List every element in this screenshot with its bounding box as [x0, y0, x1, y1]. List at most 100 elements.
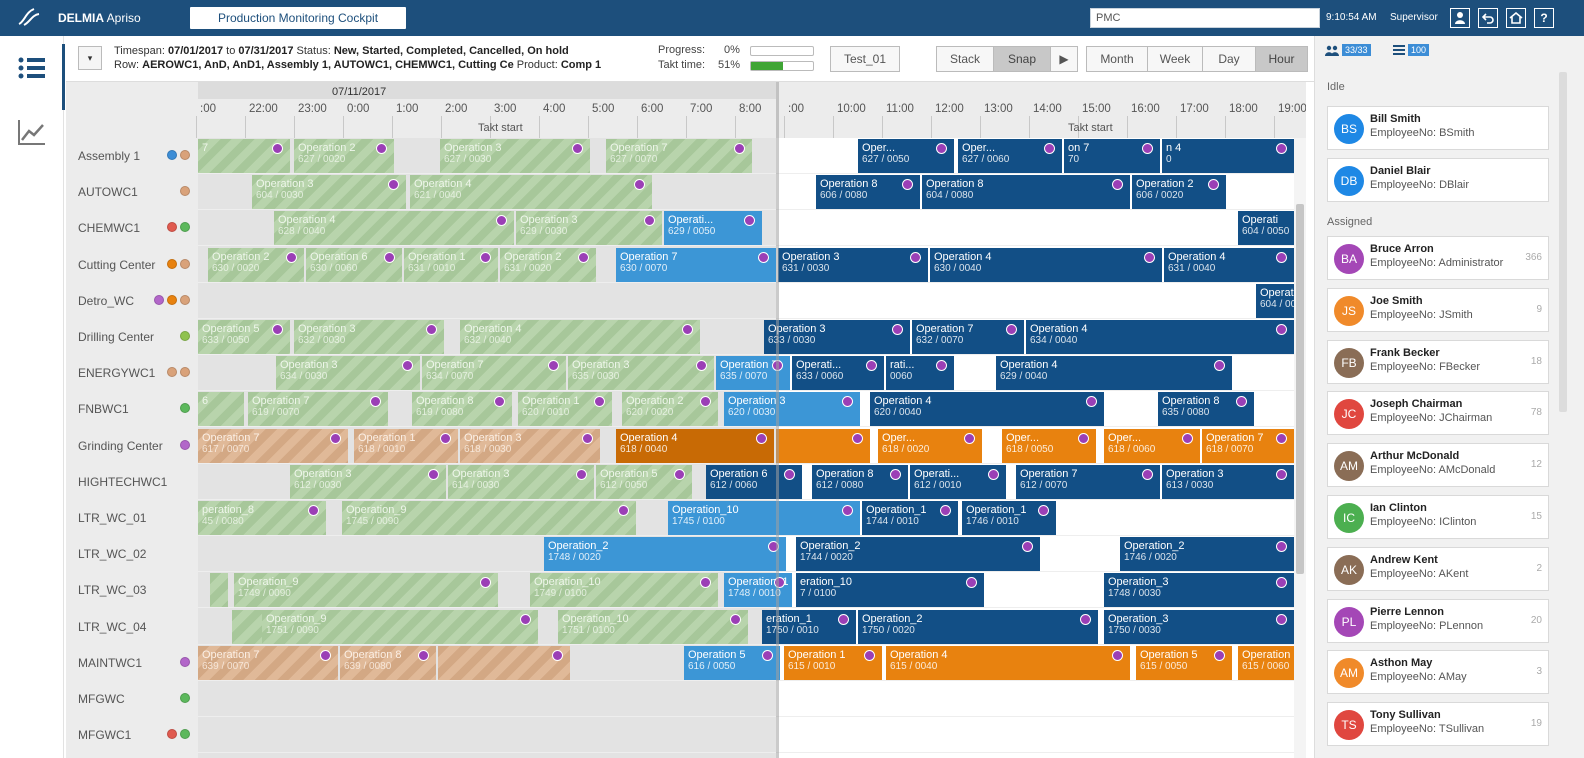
- operation-bar[interactable]: Operation 4 630 / 0040: [930, 247, 1162, 282]
- operation-bar[interactable]: [438, 645, 570, 680]
- resource-badge-icon[interactable]: [734, 143, 745, 154]
- operation-bar[interactable]: Operation 4 632 / 0040: [460, 320, 700, 354]
- resource-badge-icon[interactable]: [1276, 143, 1287, 154]
- operation-bar[interactable]: Operati... 633 / 0060: [792, 356, 884, 391]
- resource-badge-icon[interactable]: [1276, 468, 1287, 480]
- resource-badge-icon[interactable]: [1214, 360, 1225, 372]
- month-button[interactable]: Month: [1086, 46, 1148, 72]
- operation-bar[interactable]: Operation 1 620 / 0010: [518, 392, 612, 427]
- tab-people[interactable]: 33/33: [1325, 44, 1371, 56]
- operation-bar[interactable]: Operation_10 1745 / 0100: [668, 501, 860, 535]
- resource-badge-icon[interactable]: [418, 649, 429, 661]
- operation-bar[interactable]: Oper... 618 / 0050: [1002, 428, 1096, 463]
- operation-bar[interactable]: Operation 2 627 / 0020: [294, 139, 394, 173]
- resource-badge-icon[interactable]: [910, 251, 921, 263]
- resource-badge-icon[interactable]: [388, 179, 399, 191]
- resource-badge-icon[interactable]: [1142, 143, 1153, 154]
- employee-card[interactable]: IC Ian Clinton EmployeeNo: IClinton 15: [1327, 495, 1549, 539]
- day-button[interactable]: Day: [1202, 46, 1256, 72]
- panel-scrollbar[interactable]: [1559, 72, 1567, 412]
- resource-badge-icon[interactable]: [1236, 396, 1247, 408]
- operation-bar[interactable]: Operation 8 635 / 0080: [1158, 392, 1254, 427]
- gantt-vertical-scrollbar[interactable]: [1294, 138, 1306, 758]
- operation-bar[interactable]: Operation 8 606 / 0080: [816, 175, 920, 210]
- resource-badge-icon[interactable]: [1078, 432, 1089, 444]
- resource-badge-icon[interactable]: [730, 613, 741, 625]
- resource-badge-icon[interactable]: [286, 251, 297, 263]
- resource-badge-icon[interactable]: [308, 505, 319, 516]
- operation-bar[interactable]: Operation 3 618 / 0030: [460, 428, 600, 463]
- resource-badge-icon[interactable]: [1144, 251, 1155, 263]
- resource-badge-icon[interactable]: [1112, 179, 1123, 191]
- resource-badge-icon[interactable]: [1006, 324, 1017, 335]
- operation-bar[interactable]: Operation 3 634 / 0030: [276, 356, 420, 391]
- operation-bar[interactable]: Oper... 618 / 0020: [878, 428, 982, 463]
- employee-card[interactable]: JC Joseph Chairman EmployeeNo: JChairman 78: [1327, 391, 1549, 436]
- operation-bar[interactable]: Operation 4 631 / 0040: [1164, 247, 1294, 282]
- resource-badge-icon[interactable]: [552, 649, 563, 661]
- operation-bar[interactable]: Operation 7 639 / 0070: [198, 645, 338, 680]
- resource-badge-icon[interactable]: [494, 396, 505, 408]
- operation-bar[interactable]: Operation 7 612 / 0070: [1016, 464, 1160, 499]
- help-icon[interactable]: ?: [1534, 8, 1554, 28]
- row-label[interactable]: Detro_WC: [78, 293, 135, 308]
- row-label[interactable]: CHEMWC1: [78, 221, 140, 236]
- resource-badge-icon[interactable]: [548, 360, 559, 372]
- resource-badge-icon[interactable]: [762, 649, 773, 661]
- operation-bar[interactable]: Operation 2 631 / 0020: [500, 247, 596, 282]
- resource-badge-icon[interactable]: [1276, 251, 1287, 263]
- operation-bar[interactable]: Operation_9 1745 / 0090: [342, 501, 636, 535]
- operation-bar[interactable]: Operation 1 615 / 0010: [784, 645, 882, 680]
- operation-bar[interactable]: Operation_2 1750 / 0020: [858, 609, 1098, 644]
- employee-card[interactable]: AK Andrew Kent EmployeeNo: AKent 2: [1327, 546, 1549, 591]
- resource-badge-icon[interactable]: [940, 505, 951, 516]
- operation-bar[interactable]: Operation_2 1744 / 0020: [796, 537, 1040, 572]
- operation-bar[interactable]: Operation 5 633 / 0050: [198, 320, 290, 354]
- resource-badge-icon[interactable]: [892, 324, 903, 335]
- operation-bar[interactable]: Operation 4 629 / 0040: [996, 356, 1232, 391]
- row-label[interactable]: ENERGYWC1: [78, 366, 156, 381]
- resource-badge-icon[interactable]: [936, 143, 947, 154]
- test-scenario-button[interactable]: Test_01: [830, 46, 900, 72]
- operation-bar[interactable]: Operation 8 612 / 0080: [812, 464, 908, 499]
- operation-bar[interactable]: Operation 3 631 / 0030: [778, 247, 928, 282]
- resource-badge-icon[interactable]: [634, 179, 645, 191]
- row-label[interactable]: AUTOWC1: [78, 185, 138, 200]
- operation-bar[interactable]: Operati... 629 / 0050: [664, 211, 762, 246]
- operation-bar[interactable]: Operation_1 1746 / 0010: [962, 501, 1056, 535]
- row-label[interactable]: MAINTWC1: [78, 655, 142, 670]
- resource-badge-icon[interactable]: [988, 468, 999, 480]
- operation-bar[interactable]: Operat 604 / 00: [1256, 283, 1294, 318]
- resource-badge-icon[interactable]: [1022, 541, 1033, 553]
- resource-badge-icon[interactable]: [852, 432, 863, 444]
- operation-bar[interactable]: 7: [198, 139, 290, 173]
- operation-bar[interactable]: [776, 428, 870, 463]
- operation-bar[interactable]: rati... 0060: [886, 356, 954, 391]
- resource-badge-icon[interactable]: [480, 251, 491, 263]
- resource-badge-icon[interactable]: [866, 360, 877, 372]
- employee-card[interactable]: BS Bill Smith EmployeeNo: BSmith: [1327, 106, 1549, 150]
- resource-badge-icon[interactable]: [1080, 613, 1091, 625]
- resource-badge-icon[interactable]: [696, 360, 707, 372]
- row-label[interactable]: MFGWC: [78, 692, 125, 706]
- operation-bar[interactable]: Operation 8 619 / 0080: [412, 392, 512, 427]
- resource-badge-icon[interactable]: [744, 215, 755, 227]
- resource-badge-icon[interactable]: [1142, 468, 1153, 480]
- operation-bar[interactable]: Oper... 627 / 0050: [858, 139, 954, 173]
- operation-bar[interactable]: Operation_2 1748 / 0020: [544, 537, 786, 572]
- operation-bar[interactable]: Operation_10 1751 / 0100: [558, 609, 748, 644]
- operation-bar[interactable]: eration_10 7 / 0100: [796, 573, 984, 608]
- resource-badge-icon[interactable]: [426, 324, 437, 335]
- operation-bar[interactable]: Operation 5 612 / 0050: [596, 464, 692, 499]
- resource-badge-icon[interactable]: [1214, 649, 1225, 661]
- operation-bar[interactable]: Operation 3 613 / 0030: [1162, 464, 1294, 499]
- resource-badge-icon[interactable]: [1276, 577, 1287, 589]
- resource-badge-icon[interactable]: [756, 432, 767, 444]
- user-icon[interactable]: [1450, 8, 1470, 28]
- operation-bar[interactable]: Operation 5 616 / 0050: [684, 645, 780, 680]
- resource-badge-icon[interactable]: [1276, 541, 1287, 553]
- operation-bar[interactable]: peration_8 45 / 0080: [198, 501, 326, 535]
- resource-badge-icon[interactable]: [370, 396, 381, 408]
- employee-card[interactable]: JS Joe Smith EmployeeNo: JSmith 9: [1327, 287, 1549, 332]
- operation-bar[interactable]: Operation 4 634 / 0040: [1026, 320, 1294, 354]
